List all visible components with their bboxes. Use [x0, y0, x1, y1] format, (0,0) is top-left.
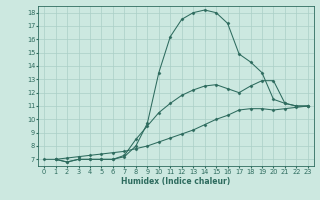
X-axis label: Humidex (Indice chaleur): Humidex (Indice chaleur) — [121, 177, 231, 186]
